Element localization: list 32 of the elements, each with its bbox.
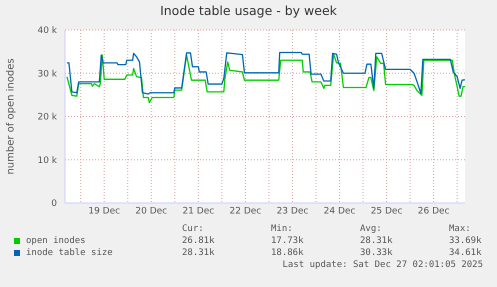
y-tick-label: 0: [51, 199, 58, 210]
x-tick-label: 21 Dec: [182, 206, 214, 216]
text: 17.73k: [271, 236, 304, 246]
line-series: [66, 52, 465, 95]
text: 34.61k: [449, 248, 482, 258]
line-series: [66, 54, 465, 104]
text: Min:: [271, 224, 294, 234]
legend-label: inode table size: [26, 248, 113, 258]
y-tick-label: 40 k: [37, 26, 58, 36]
x-tick-label: 24 Dec: [324, 206, 356, 216]
text: Avg:: [360, 224, 383, 234]
text: 28.31k: [360, 236, 393, 246]
text: 28.31k: [182, 248, 215, 258]
x-tick-label: 19 Dec: [88, 206, 120, 216]
y-tick-label: 20 k: [37, 112, 58, 123]
text: Last update: Sat Dec 27 02:01:05 2025: [282, 260, 484, 270]
y-tick-label: 10 k: [37, 156, 58, 166]
legend-label: open inodes: [26, 236, 86, 246]
chart-title: Inode table usage - by week: [159, 3, 338, 18]
y-axis-title: number of open inodes: [6, 58, 17, 175]
text: Cur:: [182, 224, 205, 234]
text: 30.33k: [360, 248, 393, 258]
y-tick-label: 30 k: [37, 69, 58, 80]
x-tick-label: 23 Dec: [276, 206, 308, 216]
x-tick-label: 20 Dec: [135, 206, 168, 216]
x-tick-label: 26 Dec: [418, 206, 450, 216]
text: 33.69k: [449, 236, 482, 246]
x-tick-label: 25 Dec: [370, 206, 402, 216]
x-tick-label: 22 Dec: [230, 206, 262, 216]
text: Max:: [449, 224, 472, 234]
text: 26.81k: [182, 236, 215, 246]
text: 18.86k: [271, 248, 304, 258]
